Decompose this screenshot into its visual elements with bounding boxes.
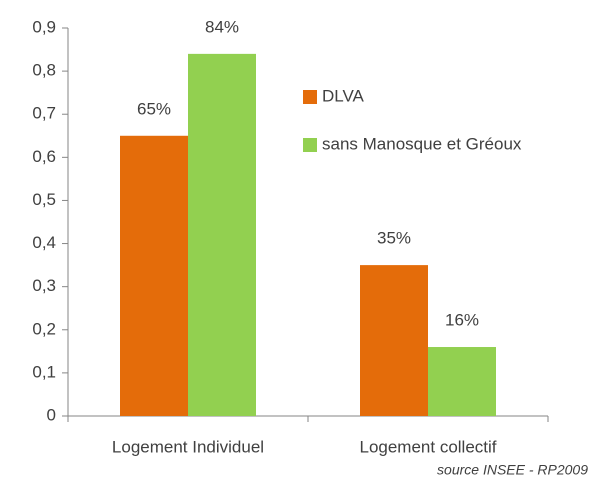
value-label: 35% [377, 229, 411, 248]
y-tick-label: 0,1 [32, 362, 56, 381]
y-tick-label: 0,4 [32, 233, 56, 252]
x-tick-label: Logement collectif [359, 437, 496, 456]
y-tick-label: 0,7 [32, 104, 56, 123]
bar [428, 347, 496, 416]
y-tick-label: 0,2 [32, 319, 56, 338]
y-tick-label: 0,8 [32, 61, 56, 80]
bar [188, 53, 256, 416]
y-tick-label: 0,6 [32, 147, 56, 166]
value-label: 16% [445, 311, 479, 330]
legend-label: DLVA [322, 86, 365, 105]
legend-swatch [303, 138, 317, 152]
y-tick-label: 0,3 [32, 276, 56, 295]
value-label: 65% [137, 99, 171, 118]
y-tick-label: 0,5 [32, 190, 56, 209]
bar [120, 135, 188, 416]
source-note: source INSEE - RP2009 [437, 462, 588, 478]
legend-label: sans Manosque et Gréoux [322, 134, 522, 153]
x-tick-label: Logement Individuel [112, 437, 264, 456]
bar [360, 265, 428, 416]
y-tick-label: 0 [47, 405, 56, 424]
value-label: 84% [205, 17, 239, 36]
legend-swatch [303, 90, 317, 104]
y-tick-label: 0,9 [32, 17, 56, 36]
